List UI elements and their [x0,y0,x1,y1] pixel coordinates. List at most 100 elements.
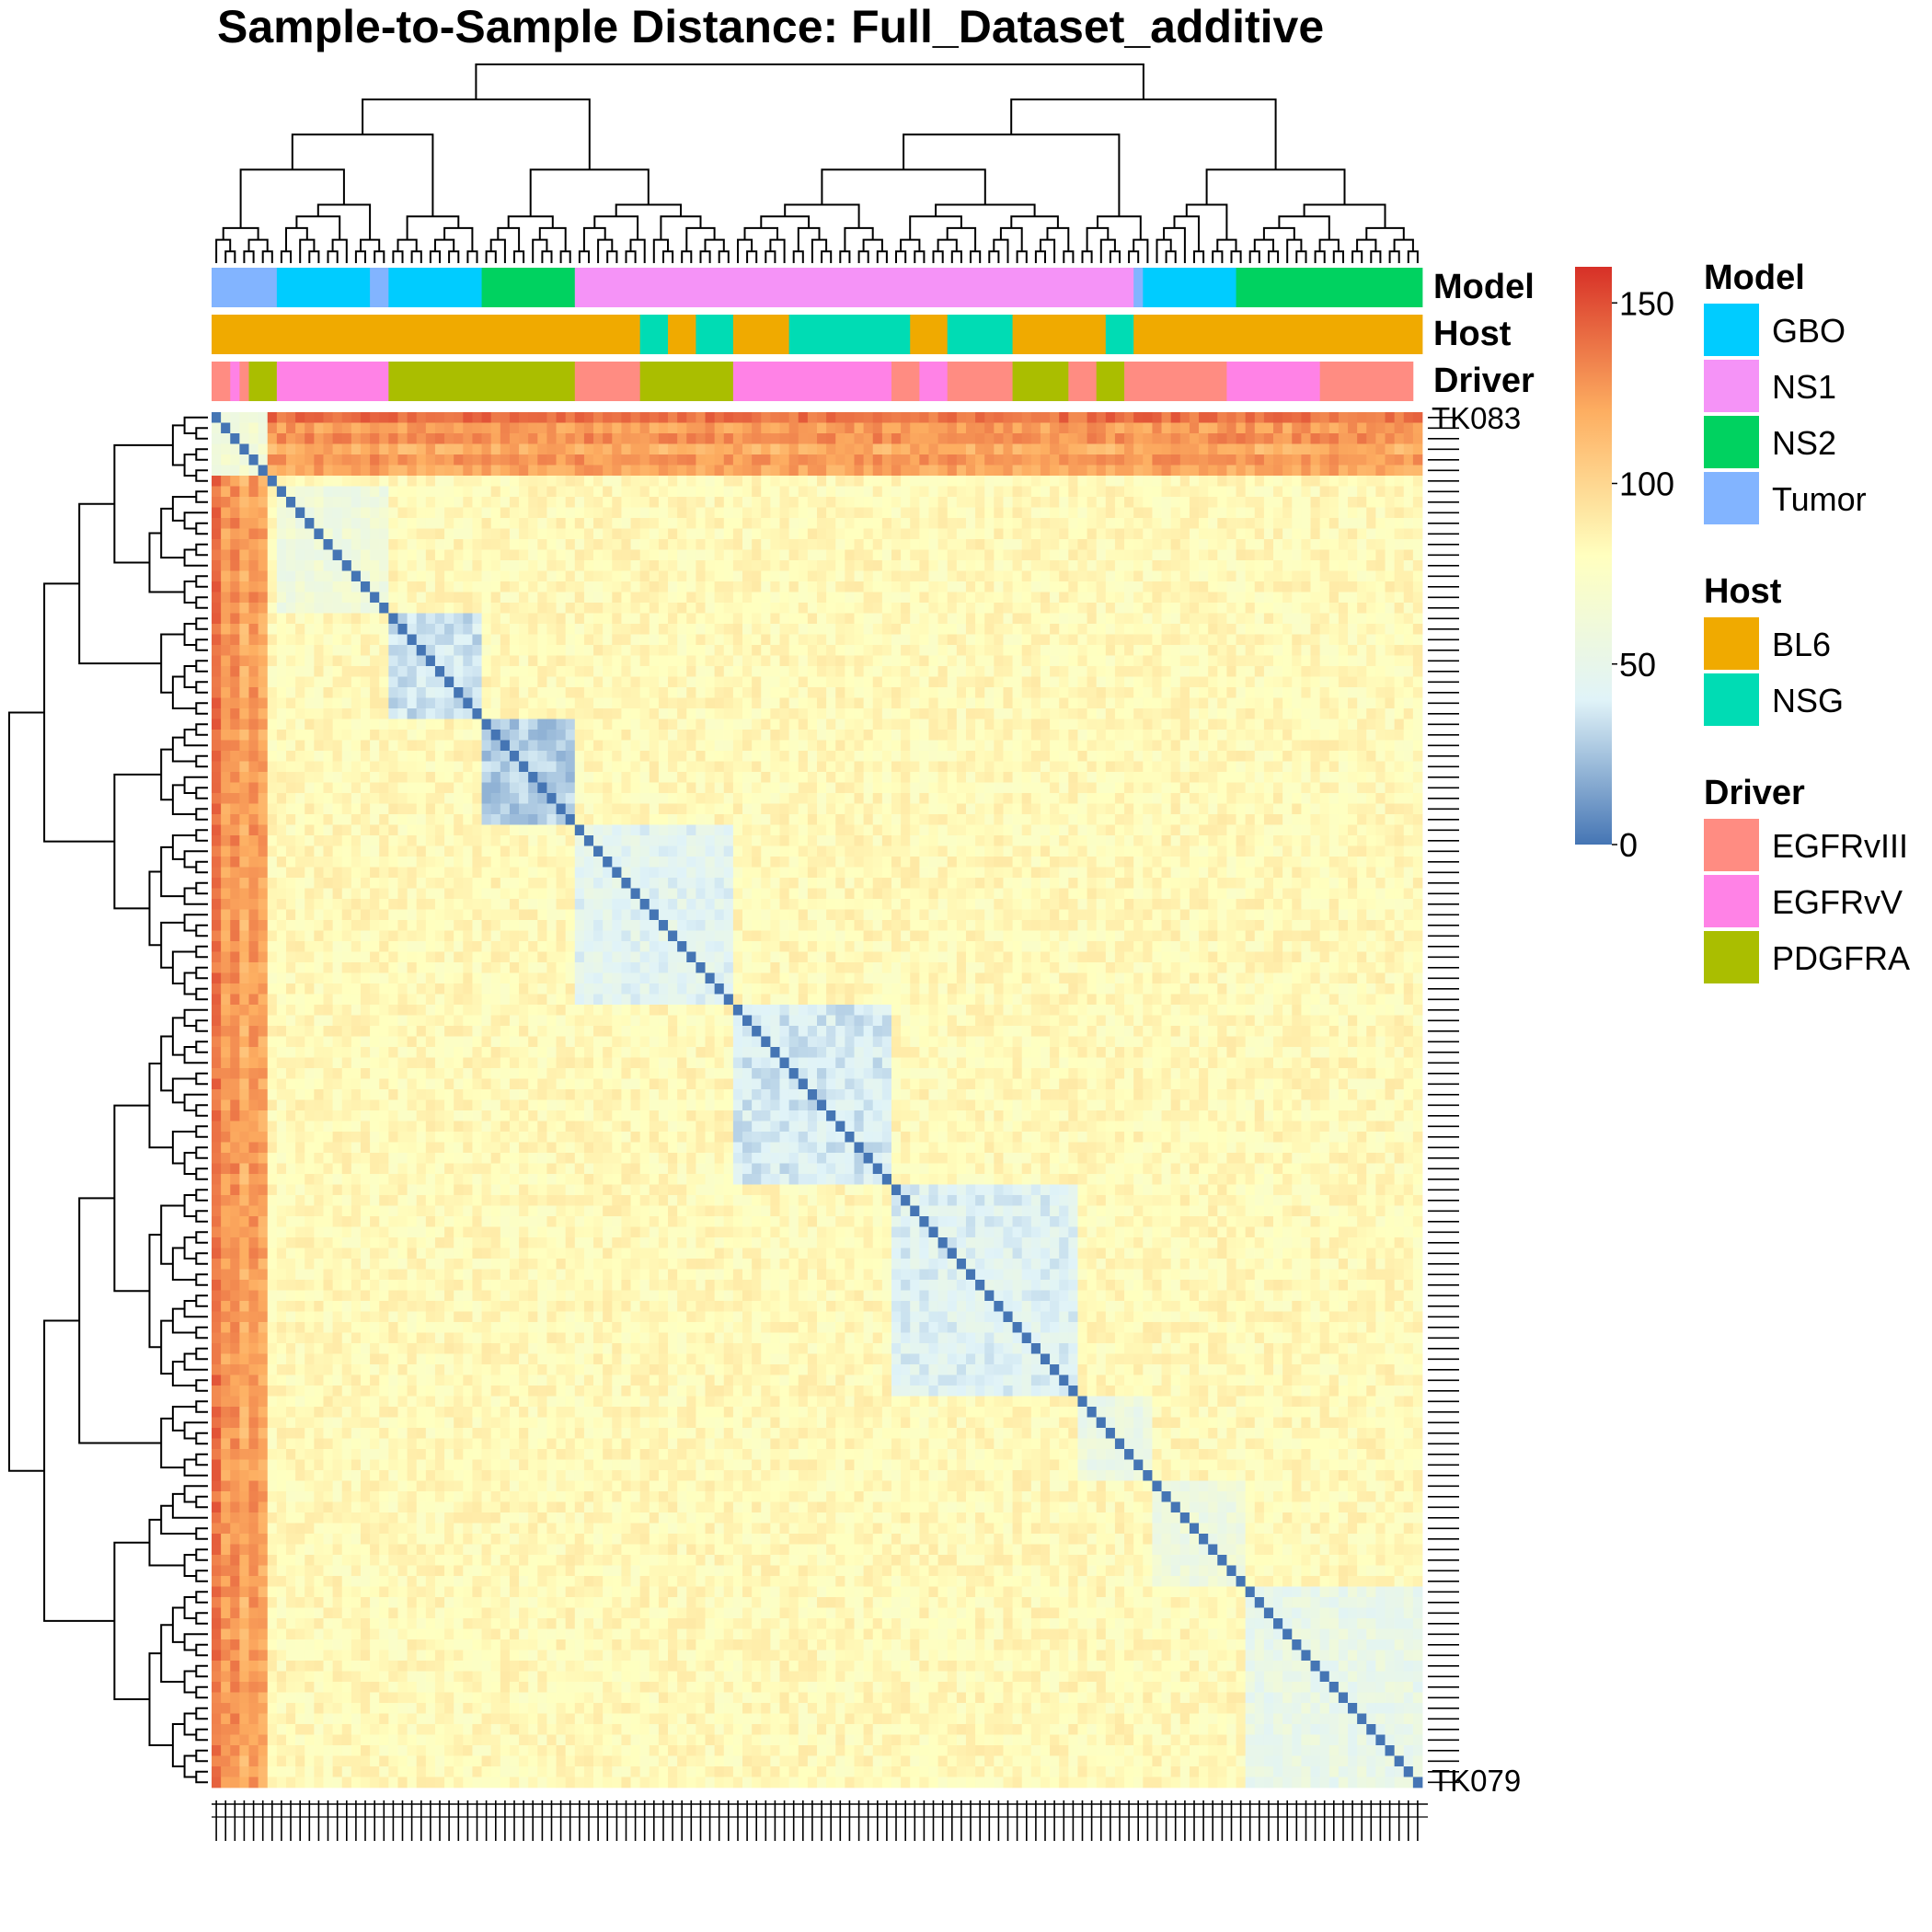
heatmap-cell [1328,708,1340,719]
heatmap-cell [845,782,855,794]
heatmap-cell [1217,730,1227,741]
heatmap-cell [1301,497,1311,508]
heatmap-cell [863,465,874,477]
heatmap-cell [1030,539,1041,550]
dendrogram-branch [171,1406,197,1432]
heatmap-cell [230,613,240,625]
heatmap-cell [752,761,762,773]
heatmap-cell [388,454,398,466]
heatmap-cell [752,592,762,604]
heatmap-cell [965,697,976,709]
heatmap-cell [1338,560,1349,571]
heatmap-cell [1152,507,1162,519]
heatmap-cell [612,624,622,635]
heatmap-cell [285,782,296,794]
heatmap-cell [323,751,333,762]
heatmap-cell [341,539,352,550]
heatmap-cell [556,645,567,656]
heatmap-cell [1030,465,1041,477]
heatmap-cell [1189,603,1200,614]
heatmap-cell [956,549,967,561]
heatmap-cell [565,624,576,635]
heatmap-cell [1226,751,1236,762]
heatmap-cell [1114,761,1125,773]
heatmap-cell [1124,655,1134,667]
heatmap-cell [212,549,222,561]
heatmap-cell [490,518,501,529]
heatmap-cell [965,603,976,614]
heatmap-cell [1068,666,1078,677]
heatmap-cell [975,465,985,477]
heatmap-cell [826,539,836,550]
heatmap-cell [1143,497,1153,508]
heatmap-cell [397,486,408,498]
heatmap-cell [1292,740,1302,752]
heatmap-cell [397,549,408,561]
heatmap-cell [1385,751,1396,762]
heatmap-cell [388,772,398,783]
heatmap-cell [444,772,454,783]
heatmap-cell [788,697,799,709]
heatmap-cell [1319,645,1330,656]
heatmap-cell [947,772,958,783]
heatmap-cell [1357,708,1367,719]
heatmap-cell [416,486,427,498]
heatmap-cell [1254,761,1265,773]
heatmap-cell [742,507,753,519]
heatmap-cell [975,412,985,423]
heatmap-cell [1292,507,1302,519]
heatmap-cell [630,613,641,625]
heatmap-cell [994,645,1004,656]
heatmap-cell [574,497,585,508]
heatmap-cell [1170,666,1181,677]
heatmap-cell [947,666,958,677]
heatmap-cell [258,528,269,540]
heatmap-cell [1226,740,1236,752]
heatmap-cell [1254,507,1265,519]
heatmap-cell [1143,549,1153,561]
heatmap-cell [910,782,920,794]
heatmap-cell [1245,740,1256,752]
heatmap-cell [639,518,650,529]
heatmap-cell [1087,772,1098,783]
heatmap-cell [546,655,557,667]
heatmap-cell [630,476,641,487]
heatmap-cell [1021,412,1032,423]
heatmap-cell [1199,476,1209,487]
heatmap-cell [583,624,594,635]
heatmap-cell [658,645,669,656]
heatmap-cell [1114,697,1125,709]
heatmap-cell [276,697,287,709]
heatmap-cell [854,782,865,794]
heatmap-cell [1003,719,1013,730]
heatmap-cell [1385,443,1396,455]
heatmap-cell [658,549,669,561]
heatmap-cell [603,518,613,529]
heatmap-cell [351,624,362,635]
heatmap-cell [425,443,436,455]
heatmap-cell [1319,751,1330,762]
heatmap-cell [1030,486,1041,498]
heatmap-cell [1403,497,1414,508]
heatmap-cell [425,465,436,477]
heatmap-cell [341,560,352,571]
heatmap-cell [1366,719,1376,730]
heatmap-cell [221,603,231,614]
heatmap-cell [984,560,995,571]
annotation-cell-host [1105,315,1134,354]
dendrogram-branch [392,250,404,263]
heatmap-cell [1282,454,1293,466]
dendrogram-branch [195,881,208,895]
heatmap-cell [500,624,511,635]
heatmap-cell [537,603,547,614]
dendrogram-branch [195,1685,208,1699]
heatmap-cell [612,719,622,730]
heatmap-cell [677,570,687,582]
heatmap-cell [994,676,1004,688]
heatmap-cell [937,782,949,794]
heatmap-cell [1143,708,1153,719]
heatmap-cell [1077,465,1087,477]
heatmap-cell [574,539,585,550]
heatmap-cell [444,539,454,550]
heatmap-cell [416,507,427,519]
